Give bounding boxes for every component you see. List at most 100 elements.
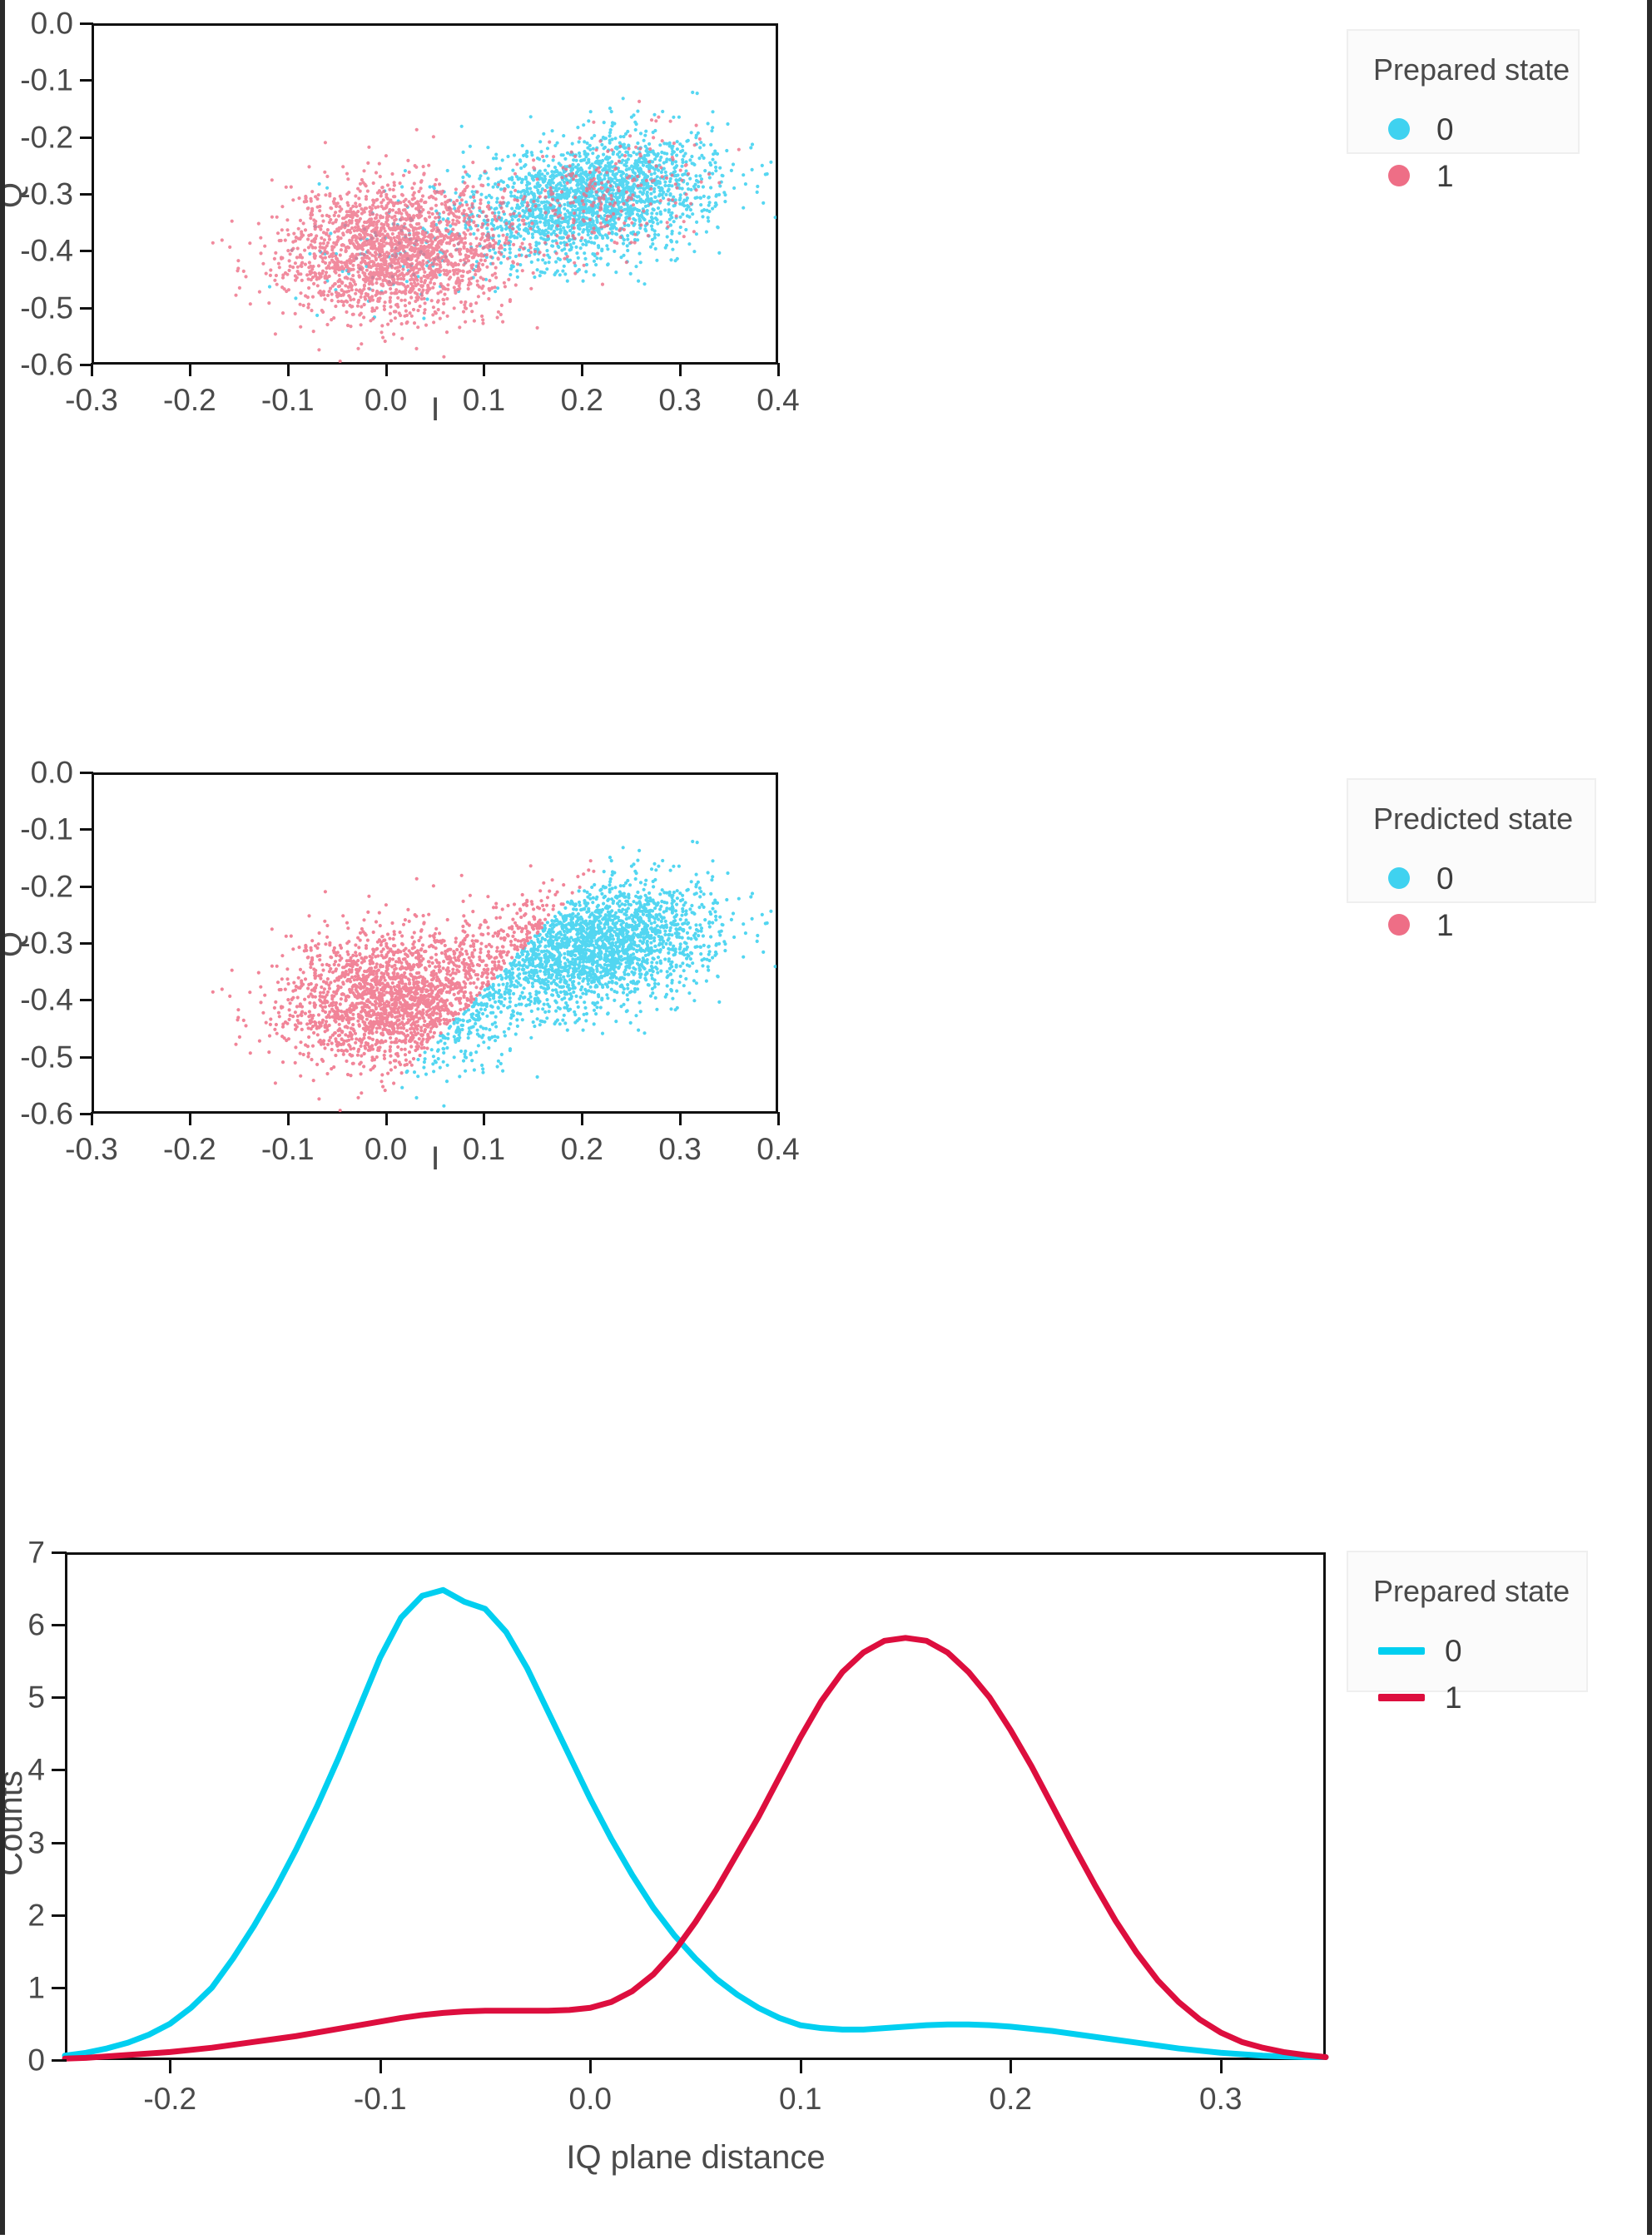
x-tick-label: 0.0: [568, 2082, 612, 2116]
legend-item-label: 0: [1445, 1633, 1462, 1668]
x-tick: [581, 1112, 584, 1125]
x-tick: [777, 1112, 780, 1125]
x-axis-title-iq-predicted: I: [430, 1140, 440, 1177]
legend-swatch-state1-icon: [1388, 165, 1410, 186]
x-tick-label: 0.1: [779, 2082, 822, 2116]
x-tick: [188, 363, 191, 376]
x-tick: [188, 1112, 191, 1125]
x-tick: [483, 363, 486, 376]
y-axis-title-kde: Counts: [0, 1770, 29, 1876]
x-tick-label: -0.1: [260, 1132, 315, 1166]
legend-item[interactable]: 0: [1373, 1627, 1561, 1674]
kde-curve-1: [62, 1635, 1329, 2062]
x-tick-label: 0.2: [560, 383, 603, 417]
y-tick-label: -0.5: [20, 1040, 73, 1075]
legend-item-label: 1: [1445, 1680, 1462, 1715]
y-tick: [52, 1914, 67, 1917]
legend-item-label: 0: [1436, 112, 1454, 146]
kde-curve-0: [62, 1586, 1329, 2061]
scatter-points-iq-prepared: [0, 0, 1652, 732]
y-tick-label: 0: [27, 2043, 45, 2078]
panel-kde-distance: 0 1 2 3 4 5 6 7 -0.2 -0.1 0.0 0.1 0.2 0.3 Counts IQ …: [0, 1498, 1652, 2235]
y-tick: [80, 193, 93, 196]
legend-item[interactable]: 1: [1373, 901, 1570, 948]
x-tick: [777, 363, 780, 376]
legend-item-label: 0: [1436, 861, 1454, 896]
scatter-points-iq-predicted: [0, 749, 1652, 1482]
y-tick: [52, 1986, 67, 1989]
legend-item[interactable]: 0: [1373, 106, 1553, 152]
x-tick-label: 0.2: [989, 2082, 1032, 2116]
y-tick-label: -0.4: [20, 233, 73, 268]
legend-item[interactable]: 1: [1373, 152, 1553, 199]
scatter-series-0: [267, 90, 776, 320]
x-tick: [483, 1112, 486, 1125]
y-tick-label: 5: [27, 1680, 45, 1715]
x-tick-label: 0.1: [462, 383, 506, 417]
legend-item[interactable]: 1: [1373, 1674, 1561, 1720]
y-tick-label: 6: [27, 1607, 45, 1642]
y-tick-label: 0.0: [30, 6, 73, 41]
x-tick-label: 0.1: [462, 1132, 506, 1166]
x-tick: [589, 2058, 593, 2073]
x-tick-label: -0.1: [260, 383, 315, 417]
y-tick: [80, 772, 93, 774]
x-tick-label: 0.3: [658, 383, 702, 417]
y-tick: [80, 79, 93, 82]
y-axis-title-iq-predicted: Q: [0, 931, 30, 957]
scatter-svg: [211, 90, 776, 363]
scatter-svg: [211, 839, 776, 1112]
legend-swatch-state0-icon: [1378, 1646, 1425, 1655]
y-tick-label: -0.1: [20, 62, 73, 97]
y-tick: [80, 250, 93, 253]
x-tick-label: -0.3: [65, 383, 118, 417]
y-tick: [52, 1696, 67, 1700]
legend-item-label: 1: [1436, 907, 1454, 942]
y-tick: [52, 1551, 67, 1554]
legend-predicted-state: Predicted state 0 1: [1347, 778, 1596, 941]
y-axis-title-iq-prepared: Q: [0, 182, 30, 208]
legend-title: Predicted state: [1373, 802, 1574, 836]
panel-iq-prepared: 0.0 -0.1 -0.2 -0.3 -0.4 -0.5 -0.6 -0.3 -0.2 -0.1…: [0, 0, 1652, 732]
scatter-series-1: [211, 859, 596, 1112]
x-tick-label: 0.0: [364, 1132, 408, 1166]
y-tick-label: 7: [27, 1535, 45, 1570]
x-tick-label: 0.4: [757, 383, 800, 417]
legend-swatch-state1-icon: [1378, 1693, 1425, 1701]
x-tick: [286, 1112, 290, 1125]
y-tick: [80, 22, 93, 25]
legend-title: Prepared state: [1373, 52, 1570, 87]
x-tick-label: -0.3: [65, 1132, 118, 1166]
legend-swatch-state0-icon: [1388, 867, 1410, 889]
x-tick-label: 0.0: [364, 383, 408, 417]
y-tick-label: -0.2: [20, 120, 73, 155]
y-tick-label: 2: [27, 1898, 45, 1933]
legend-swatch-state0-icon: [1388, 118, 1410, 140]
x-tick: [679, 363, 682, 376]
legend-item-label: 1: [1436, 158, 1454, 193]
y-tick-label: -0.1: [20, 812, 73, 846]
y-tick-label: -0.6: [20, 347, 73, 382]
y-tick-label: 1: [27, 1970, 45, 2005]
x-tick: [1219, 2058, 1223, 2073]
x-tick: [379, 2058, 382, 2073]
plot-area-kde: [65, 1552, 1326, 2060]
legend-item[interactable]: 0: [1373, 855, 1570, 901]
y-tick-label: 4: [27, 1752, 45, 1787]
y-tick: [52, 1624, 67, 1627]
y-tick: [80, 885, 93, 888]
x-tick: [1010, 2058, 1013, 2073]
legend-title: Prepared state: [1373, 1574, 1570, 1608]
x-tick: [384, 363, 388, 376]
y-tick-label: -0.3: [20, 926, 73, 961]
x-tick: [286, 363, 290, 376]
x-tick-label: -0.2: [143, 2082, 197, 2116]
x-tick: [384, 1112, 388, 1125]
panel-iq-predicted: 0.0 -0.1 -0.2 -0.3 -0.4 -0.5 -0.6 -0.3 -0.2 -0.1…: [0, 749, 1652, 1482]
x-tick-label: 0.4: [757, 1132, 800, 1166]
x-tick: [91, 363, 93, 376]
y-tick: [80, 828, 93, 832]
x-tick-label: -0.2: [162, 383, 216, 417]
x-tick: [91, 1112, 93, 1125]
y-tick: [52, 1769, 67, 1772]
